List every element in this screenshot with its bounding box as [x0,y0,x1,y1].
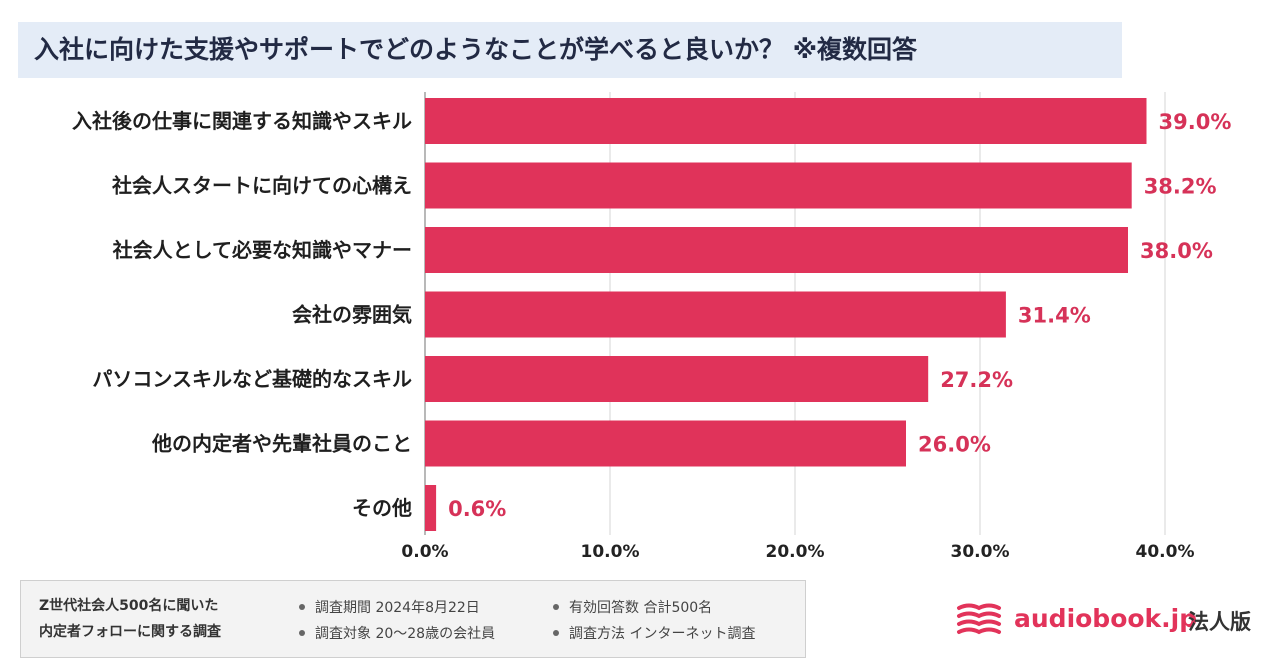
x-tick-label: 20.0% [766,542,825,562]
title-banner: 入社に向けた支援やサポートでどのようなことが学べると良いか？ ※複数回答 [18,22,1122,78]
survey-period: 調査期間 2024年8月22日 [299,598,480,618]
data-label: 38.2% [1144,175,1217,199]
survey-responses-text: 有効回答数 合計500名 [569,600,713,616]
bar [425,291,1006,338]
brand-subtitle: 法人版 [1188,610,1251,634]
data-label: 38.0% [1140,239,1213,263]
brand-name: audiobook.jp [1014,604,1198,633]
survey-title-line1: Z世代社会人500名に聞いた [39,598,219,614]
bar [425,485,437,531]
data-label: 39.0% [1159,110,1232,134]
bullet-icon [299,604,305,610]
data-label: 31.4% [1018,304,1091,328]
brand-logo: audiobook.jp 法人版 [956,600,1266,644]
survey-responses: 有効回答数 合計500名 [553,598,712,618]
bullet-icon [553,630,559,636]
category-label: パソコンスキルなど基礎的なスキル [92,367,412,391]
survey-period-text: 調査期間 2024年8月22日 [315,600,480,616]
bar [425,420,906,467]
bar [425,162,1132,209]
survey-title: Z世代社会人500名に聞いた 内定者フォローに関する調査 [39,593,221,645]
data-label: 26.0% [918,433,991,457]
category-label: 他の内定者や先輩社員のこと [151,432,412,456]
book-pages-icon [957,603,1001,635]
bar [425,98,1147,144]
survey-target-text: 調査対象 20〜28歳の会社員 [315,626,496,642]
x-tick-label: 30.0% [951,542,1010,562]
chart-title: 入社に向けた支援やサポートでどのようなことが学べると良いか？ ※複数回答 [34,35,918,64]
category-label: 会社の雰囲気 [292,303,412,327]
x-tick-label: 10.0% [581,542,640,562]
bullet-icon [299,630,305,636]
category-label: その他 [352,496,412,520]
bar-chart: 入社後の仕事に関連する知識やスキル 39.0% 社会人スタートに向けての心構え 38.… [72,92,1232,562]
survey-title-line2: 内定者フォローに関する調査 [39,624,221,640]
survey-target: 調査対象 20〜28歳の会社員 [299,624,495,644]
survey-method: 調査方法 インターネット調査 [553,624,755,644]
category-label: 入社後の仕事に関連する知識やスキル [72,109,412,133]
x-tick-label: 0.0% [401,542,448,562]
bar [425,356,929,402]
category-label: 社会人スタートに向けての心構え [111,174,412,198]
bar [425,227,1128,273]
data-label: 27.2% [940,368,1013,392]
data-label: 0.6% [448,497,506,521]
survey-info-box: Z世代社会人500名に聞いた 内定者フォローに関する調査 調査期間 2024年8… [20,580,806,658]
bullet-icon [553,604,559,610]
survey-method-text: 調査方法 インターネット調査 [569,626,756,642]
category-label: 社会人として必要な知識やマナー [112,238,412,262]
x-tick-label: 40.0% [1136,542,1195,562]
